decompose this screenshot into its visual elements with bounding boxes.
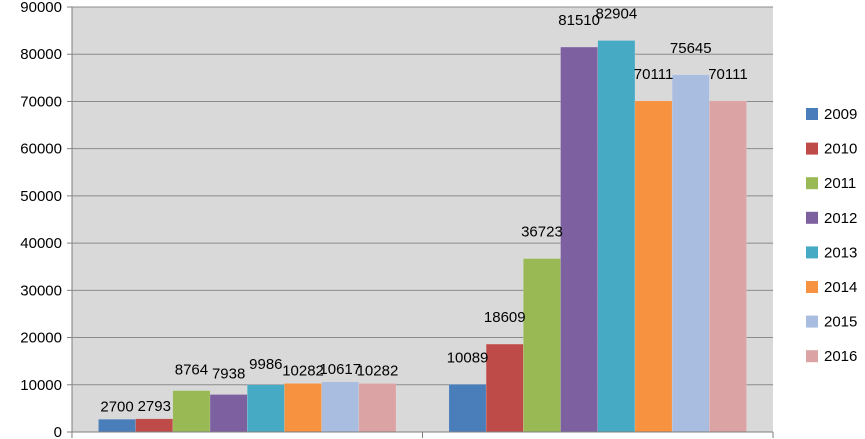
bar-2013-group-1	[247, 384, 285, 433]
bar-2015-group-1	[321, 381, 360, 433]
data-label: 82904	[595, 6, 637, 23]
bar-2009-group-2	[448, 384, 487, 433]
legend-label-2013: 2013	[824, 244, 857, 261]
y-tick-label: 0	[54, 424, 62, 439]
y-tick-label: 60000	[20, 141, 62, 158]
bar-2009-group-1	[98, 419, 136, 433]
bar-2016-group-2	[709, 100, 747, 433]
legend-label-2016: 2016	[824, 348, 857, 365]
legend-label-2012: 2012	[824, 210, 857, 227]
data-label: 10089	[447, 349, 489, 366]
data-label: 2793	[138, 398, 171, 415]
legend-swatch-2011	[806, 177, 818, 190]
bar-2014-group-2	[634, 100, 673, 433]
y-tick-label: 40000	[20, 235, 62, 252]
y-tick-label: 80000	[20, 46, 62, 63]
data-label: 70111	[708, 66, 748, 83]
legend: 2009 2010 2011 2012 2013 2014 2015 2016	[806, 106, 857, 365]
y-tick-label: 20000	[20, 330, 62, 347]
bar-2010-group-2	[485, 343, 524, 433]
axes	[71, 7, 774, 438]
legend-label-2011: 2011	[824, 175, 856, 192]
y-tick-label: 70000	[20, 93, 62, 110]
legend-swatch-2015	[806, 315, 818, 328]
data-label: 8764	[175, 362, 208, 379]
bar-2012-group-2	[560, 46, 598, 433]
bar-2011-group-2	[523, 258, 561, 433]
legend-swatch-2010	[806, 142, 818, 155]
data-label: 18609	[484, 309, 526, 326]
y-tick-label: 10000	[20, 377, 62, 394]
legend-swatch-2009	[806, 108, 818, 120]
data-label: 36723	[521, 224, 563, 241]
legend-label-2009: 2009	[824, 106, 857, 123]
bar-2010-group-1	[135, 418, 174, 433]
bar-2016-group-1	[358, 383, 397, 433]
data-label: 10617	[319, 361, 361, 378]
data-label: 10282	[357, 362, 399, 379]
data-label: 10282	[282, 362, 324, 379]
y-tick-label: 30000	[20, 282, 62, 299]
legend-label-2014: 2014	[824, 279, 857, 296]
legend-swatch-2016	[806, 350, 818, 363]
data-label: 75645	[670, 40, 712, 57]
legend-swatch-2014	[806, 281, 818, 293]
y-tick-label: 50000	[20, 188, 62, 205]
bar-2015-group-2	[671, 74, 710, 433]
legend-label-2010: 2010	[824, 141, 857, 158]
bar-2014-group-1	[284, 383, 322, 433]
legend-label-2015: 2015	[824, 314, 857, 331]
data-label: 7938	[212, 366, 245, 383]
bar-2011-group-1	[172, 390, 211, 433]
bar-2013-group-2	[597, 40, 636, 433]
y-tick-label: 90000	[20, 0, 62, 16]
bars	[98, 40, 747, 433]
data-label: 2700	[100, 398, 133, 415]
legend-swatch-2013	[806, 246, 818, 259]
y-axis-ticks: 0 10000 20000 30000 40000 50000 60000 70000 8000…	[20, 0, 72, 439]
data-label: 70111	[634, 66, 674, 83]
bar-2012-group-1	[209, 394, 248, 433]
legend-swatch-2012	[806, 211, 818, 224]
data-label: 81510	[558, 12, 600, 29]
data-label: 9986	[249, 356, 282, 373]
